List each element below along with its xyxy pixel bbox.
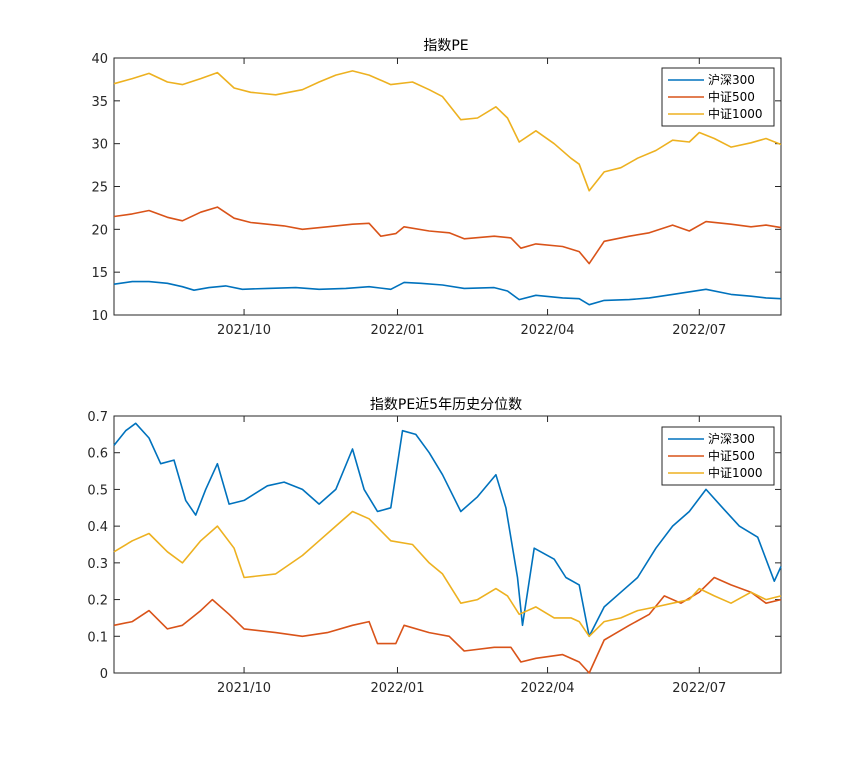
y-tick-label: 0 (100, 667, 108, 682)
series-line (113, 70, 782, 192)
y-tick-label: 0.1 (87, 630, 108, 645)
legend-label: 中证500 (708, 448, 755, 463)
x-tick-label: 2022/01 (370, 681, 424, 696)
x-tick-label: 2022/07 (672, 323, 726, 338)
y-tick-label: 25 (91, 181, 108, 196)
y-tick-label: 40 (91, 52, 108, 67)
legend-label: 中证1000 (708, 106, 763, 121)
series-line (113, 422, 782, 638)
y-tick-label: 10 (91, 309, 108, 324)
y-axis: 0 0.1 0.2 0.3 0.4 0.5 0.6 0.7 (87, 410, 781, 682)
y-axis: 10 15 20 25 30 35 40 (91, 52, 781, 324)
y-tick-label: 0.7 (87, 410, 108, 425)
x-tick-label: 2021/10 (217, 681, 271, 696)
legend-label: 中证500 (708, 89, 755, 104)
legend-label: 中证1000 (708, 465, 763, 480)
series-line (113, 206, 782, 265)
y-tick-label: 35 (91, 95, 108, 110)
y-tick-label: 30 (91, 138, 108, 153)
x-axis: 2021/10 2022/01 2022/04 2022/07 (217, 58, 726, 338)
legend: 沪深300 中证500 中证1000 (661, 426, 775, 486)
y-tick-label: 0.4 (87, 520, 108, 535)
legend-label: 沪深300 (708, 73, 755, 87)
y-tick-label: 20 (91, 223, 108, 238)
series-line (113, 576, 782, 674)
y-tick-label: 0.3 (87, 557, 108, 572)
x-tick-label: 2022/07 (672, 681, 726, 696)
plot-area (113, 415, 782, 674)
y-tick-label: 0.5 (87, 483, 108, 498)
series-line (113, 510, 782, 638)
y-tick-label: 15 (91, 266, 108, 281)
legend: 沪深300 中证500 中证1000 (661, 67, 775, 127)
series-line (113, 280, 782, 306)
x-tick-label: 2021/10 (217, 323, 271, 338)
pe-percentile-chart: 指数PE近5年历史分位数 0 0.1 0.2 0.3 0.4 0.5 0.6 0.7 2021… (87, 397, 782, 696)
y-tick-label: 0.6 (87, 447, 108, 462)
x-axis: 2021/10 2022/01 2022/04 2022/07 (217, 416, 726, 696)
pe-chart: 指数PE 10 15 20 25 30 35 40 2021/10 2022/01 2022/0… (91, 38, 782, 338)
series-group (113, 70, 782, 306)
x-tick-label: 2022/01 (370, 323, 424, 338)
legend-label: 沪深300 (708, 432, 755, 446)
x-tick-label: 2022/04 (521, 681, 575, 696)
chart-title: 指数PE近5年历史分位数 (370, 397, 522, 413)
y-tick-label: 0.2 (87, 594, 108, 609)
x-tick-label: 2022/04 (521, 323, 575, 338)
series-group (113, 422, 782, 674)
chart-title: 指数PE (423, 38, 468, 54)
